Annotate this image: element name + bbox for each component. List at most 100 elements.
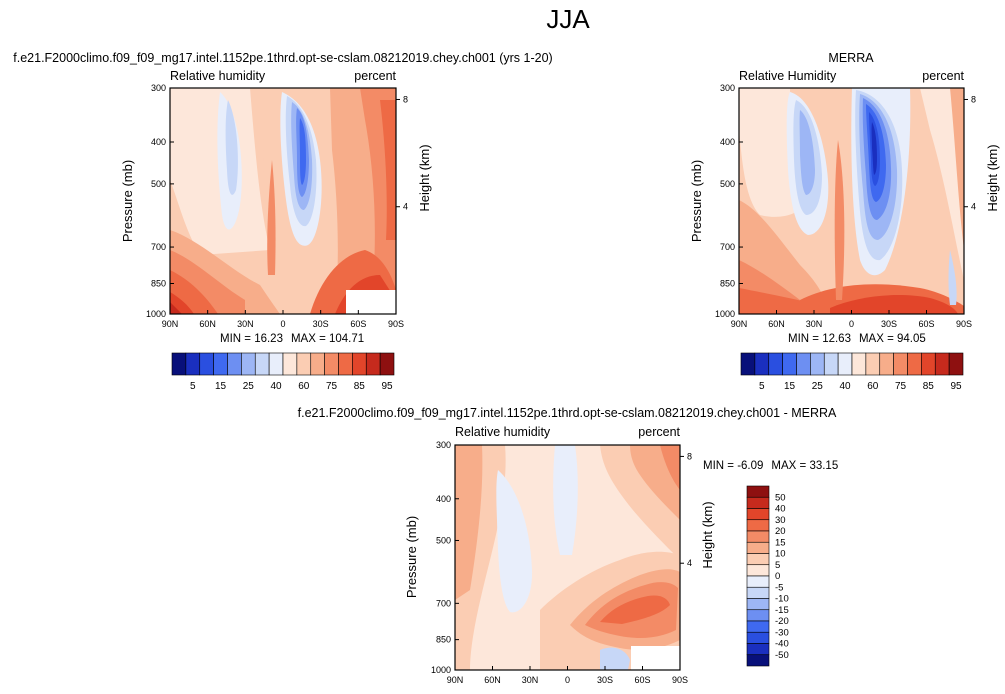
panel-1-max-value: 104.71 [329, 333, 364, 345]
panel-3-xtick-label: 90N [447, 675, 464, 685]
panel-1-ylabel-right: Height (km) [417, 144, 432, 211]
panel-2-colorbar-label: 5 [759, 381, 765, 392]
panel-2-colorbar-swatch [907, 352, 922, 376]
panel-1-colorbar-label: 85 [354, 381, 366, 392]
panel-1-ytick-right-label: 8 [403, 94, 408, 104]
panel-merra: MERRA Relative Humidity percent [738, 51, 965, 315]
panel-2-colorbar-label: 25 [812, 381, 824, 392]
panel-3-colorbar-label: 50 [775, 492, 786, 503]
panel-2-colorbar-label: 60 [867, 381, 879, 392]
panel-2-ylabel-right: Height (km) [985, 144, 1000, 211]
panel-2-xtick-label: 30N [806, 319, 823, 329]
panel-3-colorbar-swatch [746, 598, 770, 611]
panel-3-ytick-label: 300 [436, 440, 451, 450]
panel-2-colorbar-swatch [948, 352, 964, 376]
panel-1-colorbar: 5 15 25 40 60 75 85 95 [171, 352, 395, 392]
panel-2-ytick-label: 1000 [715, 309, 735, 319]
panel-2-colorbar-label: 75 [895, 381, 907, 392]
panel-3-colorbar-swatch [746, 609, 770, 622]
panel-1-colorbar-label: 15 [215, 381, 227, 392]
panel-3-xtick-label: 60S [634, 675, 650, 685]
panel-2-colorbar-swatch [810, 352, 825, 376]
panel-difference: f.e21.F2000climo.f09_f09_mg17.intel.1152… [298, 406, 837, 671]
panel-3-colorbar-swatch [746, 654, 770, 667]
panel-2-subtitle-left: Relative Humidity [739, 69, 837, 83]
panel-3-colorbar-label: 10 [775, 549, 786, 560]
panel-3-title: f.e21.F2000climo.f09_f09_mg17.intel.1152… [298, 406, 837, 420]
panel-1-colorbar-label: 75 [326, 381, 338, 392]
panel-2-minmax: MIN = 12.63 MAX = 94.05 [788, 333, 926, 345]
panel-3-xtick-label: 90S [672, 675, 688, 685]
panel-3-colorbar-label: -10 [775, 594, 789, 605]
panel-2-ytick-label: 850 [720, 278, 735, 288]
panel-3-ylabel: Pressure (mb) [404, 516, 419, 598]
panel-3-colorbar-swatch [746, 508, 770, 521]
panel-1-colorbar-label: 40 [271, 381, 283, 392]
panel-1-subtitle-left: Relative humidity [170, 69, 266, 83]
axes-ticks: 90N 60N 30N 0 30S 60S 90S300400500700850100084… [146, 83, 976, 685]
panel-1-colorbar-swatch [365, 352, 381, 376]
panel-model: f.e21.F2000climo.f09_f09_mg17.intel.1152… [13, 51, 553, 315]
panel-1-colorbar-swatch [338, 352, 353, 376]
panel-3-colorbar-label: -30 [775, 627, 789, 638]
panel-1-colorbar-swatch [199, 352, 214, 376]
panel-1-ytick-right-label: 4 [403, 202, 408, 212]
panel-2-colorbar-swatch [768, 352, 783, 376]
panel-2-colorbar-label: 40 [840, 381, 852, 392]
panel-3-colorbar-label: -50 [775, 650, 789, 661]
panel-2-subtitle-right: percent [922, 69, 964, 83]
panel-2-colorbar-swatch [740, 352, 756, 376]
panel-3-colorbar-label: -15 [775, 605, 789, 616]
panel-3-xtick-label: 60N [484, 675, 501, 685]
panel-3-colorbar-swatch [746, 485, 770, 498]
panel-3-colorbar-swatch [746, 541, 770, 554]
panel-2-ylabel: Pressure (mb) [689, 160, 704, 242]
panel-1-ylabel: Pressure (mb) [120, 160, 135, 242]
panel-3-colorbar-label: -40 [775, 639, 789, 650]
panel-3-max-label: MAX = [771, 460, 809, 472]
panel-3-colorbar-label: 5 [775, 560, 780, 571]
panel-2-xtick-label: 90S [956, 319, 972, 329]
panel-1-colorbar-swatch [268, 352, 284, 376]
panel-3-colorbar-swatch [746, 496, 770, 509]
panel-3-ytick-right-label: 4 [687, 558, 692, 568]
panel-2-title: MERRA [828, 51, 874, 65]
panel-1-colorbar-swatch [241, 352, 256, 376]
panel-3-colorbar-swatch [746, 620, 770, 633]
panel-3-colorbar-label: 20 [775, 526, 786, 537]
panel-3-xtick-label: 30N [522, 675, 539, 685]
panel-1-colorbar-swatch [310, 352, 325, 376]
panel-3-colorbar-label: 0 [775, 571, 780, 582]
panel-2-xtick-label: 0 [849, 319, 854, 329]
panel-2-colorbar-label: 95 [951, 381, 963, 392]
panel-3-colorbar-swatch [746, 643, 770, 656]
panel-3-colorbar-swatch [746, 586, 770, 599]
panel-1-ytick-label: 1000 [146, 309, 166, 319]
panel-2-xtick-label: 60N [768, 319, 785, 329]
panel-2-colorbar-swatch [851, 352, 867, 376]
panel-1-colorbar-swatch [171, 352, 187, 376]
panel-1-colorbar-swatch [324, 352, 339, 376]
panel-1-colorbar-swatch [213, 352, 228, 376]
panel-3-colorbar-swatch [746, 519, 770, 532]
panel-2-min-label: MIN = [788, 333, 822, 345]
panel-1-colorbar-swatch [352, 352, 367, 376]
panel-2-colorbar-swatch [754, 352, 770, 376]
panel-1-contour-field [170, 88, 396, 314]
panel-3-ytick-label: 1000 [431, 665, 451, 675]
panel-3-ytick-label: 700 [436, 598, 451, 608]
panel-1-xtick-label: 90S [388, 319, 404, 329]
panel-3-xtick-label: 0 [565, 675, 570, 685]
panel-1-title: f.e21.F2000climo.f09_f09_mg17.intel.1152… [13, 51, 552, 65]
panel-2-min-value: 12.63 [822, 333, 851, 345]
panel-1-xtick-label: 60N [199, 319, 216, 329]
panel-2-ytick-label: 700 [720, 242, 735, 252]
panel-1-ytick-label: 300 [151, 83, 166, 93]
panel-3-colorbar-label: 30 [775, 515, 786, 526]
panel-3-ytick-label: 850 [436, 635, 451, 645]
